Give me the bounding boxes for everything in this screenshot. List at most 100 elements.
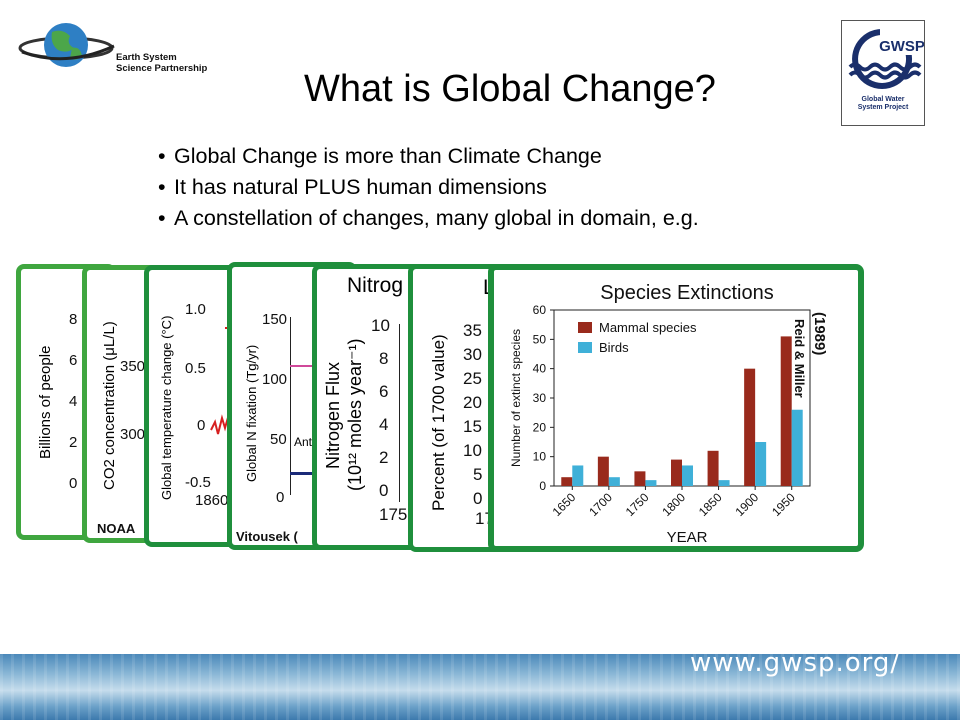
legend-swatch-birds [578, 342, 592, 353]
y-tick-label: 0 [539, 479, 546, 493]
y-tick-label: 20 [533, 420, 547, 434]
temperature-tick: 0.5 [185, 360, 206, 377]
land-tick: 25 [463, 369, 482, 388]
temperature-ylabel: Global temperature change (°C) [159, 315, 174, 500]
esp-line2: Science Partnership [116, 63, 208, 74]
nfix-source: Vitousek ( [236, 529, 298, 544]
bar-mammal [780, 336, 792, 486]
population-tick: 0 [69, 475, 78, 492]
bullet-item: • A constellation of changes, many global… [158, 206, 699, 230]
land-tick: 10 [463, 441, 482, 460]
nfix-navy-line [290, 472, 330, 475]
gwsp-line2: System Project [857, 104, 909, 111]
co2-source: NOAA [97, 521, 136, 536]
citation: Reid & Miller [790, 319, 808, 398]
nflux-tick: 4 [379, 415, 389, 434]
y-axis-label: Number of extinct species [509, 329, 523, 467]
bar-mammal [671, 459, 682, 486]
co2-tick: 300 [120, 426, 146, 443]
esp-logo-text: Earth System Science Partnership [116, 52, 207, 74]
x-tick-label: 1900 [732, 490, 761, 519]
land-tick: 30 [463, 345, 482, 364]
co2-ylabel: CO2 concentration (μL/L) [101, 321, 118, 490]
population-tick: 8 [69, 311, 78, 328]
bullet-list: • Global Change is more than Climate Chan… [158, 141, 699, 234]
bullet-item: • Global Change is more than Climate Chan… [158, 144, 602, 168]
nfix-ylabel: Global N fixation (Tg/yr) [244, 344, 259, 482]
gwsp-line1: Global Water [861, 96, 905, 103]
land-tick: 5 [473, 465, 483, 484]
bar-birds [791, 409, 803, 486]
x-tick-label: 1850 [696, 490, 725, 519]
population-tick: 6 [69, 352, 78, 369]
nflux-tick: 0 [379, 481, 389, 500]
nflux-ylabel-line2: (10¹² moles year⁻¹) [345, 338, 365, 491]
legend-label-birds: Birds [599, 340, 629, 355]
population-ylabel: Billions of people [37, 345, 54, 459]
species-extinctions-chart: Species Extinctions 0 10 20 30 40 50 60 1650 1700… [509, 282, 811, 546]
citation-authors: Reid & Miller [792, 319, 807, 398]
bar-mammal [634, 471, 646, 486]
land-tick: 15 [463, 417, 482, 436]
nflux-tick: 6 [379, 382, 389, 401]
esp-line1: Earth System [116, 52, 177, 63]
nfix-tick: 50 [270, 431, 287, 448]
nflux-title: Nitrog [347, 274, 404, 297]
bar-birds [645, 480, 657, 486]
bar-mammal [707, 450, 719, 486]
nfix-tick: 0 [276, 489, 285, 506]
land-tick: 35 [463, 321, 482, 340]
nflux-ylabel-line1: Nitrogen Flux [323, 361, 343, 469]
bar-mammal [561, 477, 573, 486]
legend-label-mammal: Mammal species [599, 320, 697, 335]
bar-mammal [597, 456, 609, 486]
chart-title: Species Extinctions [600, 282, 773, 304]
co2-tick: 350 [120, 358, 146, 375]
y-tick-label: 40 [533, 362, 547, 376]
temperature-xtick: 1860 [195, 492, 229, 509]
footer-url[interactable]: www.gwsp.org/ [690, 648, 901, 678]
y-tick-label: 60 [533, 303, 547, 317]
nfix-tick: 150 [262, 311, 288, 328]
nflux-tick: 8 [379, 349, 389, 368]
bar-birds [608, 477, 620, 486]
nflux-axis [399, 324, 400, 502]
nfix-tick: 100 [262, 371, 288, 388]
y-tick-label: 50 [533, 332, 547, 346]
nflux-tick: 2 [379, 448, 389, 467]
footer-banner [0, 654, 960, 720]
land-tick: 0 [473, 489, 483, 508]
bar-birds [682, 465, 693, 486]
land-tick: 20 [463, 393, 482, 412]
x-tick-label: 1750 [623, 490, 652, 519]
temperature-tick: 0 [197, 417, 206, 434]
x-tick-label: 1800 [659, 490, 688, 519]
bar-birds [755, 442, 767, 486]
y-tick-label: 30 [533, 391, 547, 405]
population-tick: 4 [69, 393, 78, 410]
land-ylabel: Percent (of 1700 value) [429, 334, 448, 511]
nfix-pink-line [290, 365, 330, 367]
nfix-axis [290, 317, 291, 495]
x-axis-label: YEAR [667, 529, 708, 546]
bar-birds [572, 465, 584, 486]
gwsp-logo-graphic: GWSP [848, 29, 925, 89]
x-tick-label: 1650 [550, 490, 579, 519]
bar-mammal [744, 368, 756, 486]
gwsp-acronym: GWSP [879, 38, 924, 55]
citation-year: (1989) [811, 312, 828, 356]
gwsp-logo-caption: Global Water System Project [843, 96, 923, 112]
x-tick-label: 1950 [769, 490, 798, 519]
bullet-item: • It has natural PLUS human dimensions [158, 175, 547, 199]
population-tick: 2 [69, 434, 78, 451]
gwsp-logo: GWSP [841, 20, 925, 126]
nflux-xtick: 175 [379, 505, 408, 524]
esp-globe-logo [18, 23, 115, 67]
nflux-tick: 10 [371, 316, 390, 335]
card-species-extinctions: Species Extinctions 0 10 20 30 40 50 60 1650 1700… [488, 264, 864, 552]
nfix-annotation: Ant [294, 435, 313, 449]
temperature-tick: 1.0 [185, 301, 206, 318]
y-tick-label: 10 [533, 450, 547, 464]
legend-swatch-mammal [578, 322, 592, 333]
bar-birds [718, 480, 730, 486]
